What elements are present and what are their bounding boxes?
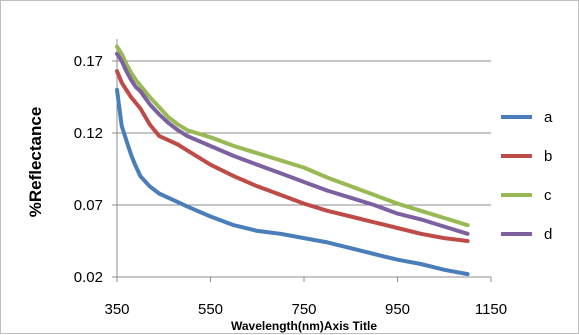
x-axis-ticks: 350 550 750 950 1150 (104, 277, 507, 318)
y-tick-label: 0.07 (74, 197, 103, 214)
axes (116, 39, 491, 278)
x-tick-label: 350 (104, 301, 129, 318)
x-tick-label: 1150 (475, 301, 507, 318)
legend-label-a: a (544, 109, 553, 126)
series-lines (115, 44, 470, 277)
x-tick-label: 550 (198, 301, 223, 318)
legend-label-b: b (544, 148, 552, 165)
series-line-a (115, 87, 470, 277)
x-axis-label: Wavelength(nm)Axis Title (231, 319, 377, 333)
y-tick-label: 0.17 (74, 53, 103, 70)
x-tick-label: 750 (291, 301, 316, 318)
legend: a b c d (501, 109, 553, 243)
series-line-c (115, 44, 470, 228)
y-axis-ticks: 0.02 0.07 0.12 0.17 (74, 53, 117, 286)
series-line-d (115, 51, 470, 236)
legend-label-d: d (544, 226, 552, 243)
y-tick-label: 0.02 (74, 269, 103, 286)
series-line-b (115, 69, 470, 243)
y-axis-label: %Reflectance (26, 107, 45, 218)
legend-label-c: c (544, 187, 552, 204)
y-tick-label: 0.12 (74, 125, 103, 142)
x-tick-label: 950 (385, 301, 410, 318)
